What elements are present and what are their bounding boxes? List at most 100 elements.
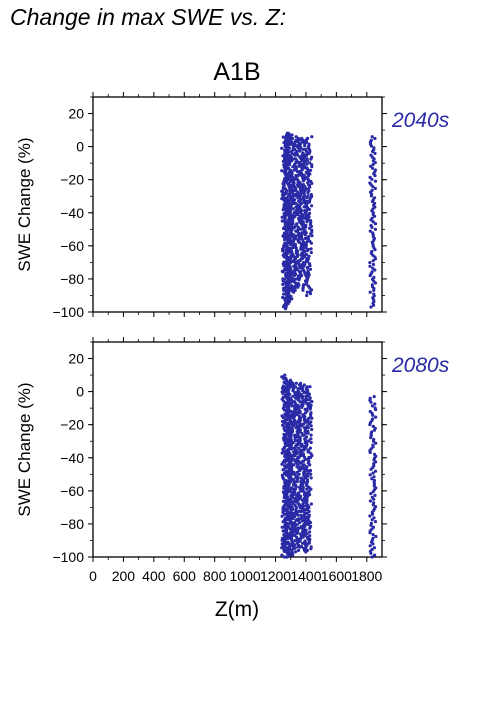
data-point — [294, 396, 298, 400]
data-point — [305, 442, 309, 446]
x-tick-label: 800 — [203, 568, 227, 584]
data-point — [288, 452, 292, 456]
data-point — [307, 416, 311, 420]
data-point — [305, 236, 310, 240]
data-point — [290, 284, 294, 288]
data-point — [296, 548, 301, 553]
data-point — [295, 255, 299, 259]
data-point — [309, 219, 313, 223]
data-point — [299, 227, 303, 231]
data-point — [373, 168, 377, 172]
data-point — [295, 138, 300, 142]
data-point — [297, 446, 301, 450]
data-point — [289, 275, 293, 279]
data-point — [373, 268, 377, 272]
data-point — [373, 136, 377, 141]
data-point — [288, 265, 292, 269]
data-point — [373, 520, 378, 524]
y-tick-label: −40 — [60, 205, 84, 221]
data-point — [286, 153, 290, 158]
data-point — [283, 215, 287, 219]
data-point — [280, 146, 284, 150]
data-point — [372, 275, 376, 279]
data-point — [298, 160, 302, 164]
data-point — [370, 547, 374, 552]
data-point — [304, 435, 309, 439]
data-point — [372, 146, 376, 150]
data-point — [304, 252, 308, 256]
data-point — [297, 543, 301, 547]
data-point — [299, 270, 303, 274]
data-point — [287, 215, 291, 219]
data-point — [298, 537, 302, 541]
data-point — [280, 193, 285, 197]
data-point — [299, 517, 303, 521]
data-point — [368, 261, 372, 265]
data-point — [286, 448, 290, 452]
data-point — [281, 490, 285, 494]
period-label: 2080s — [391, 354, 450, 377]
data-point — [296, 192, 301, 196]
data-point — [296, 517, 300, 521]
data-point — [307, 513, 311, 517]
data-point — [292, 515, 297, 519]
y-tick-label: −20 — [60, 172, 84, 188]
data-point — [309, 437, 313, 441]
data-point — [298, 207, 302, 211]
data-point — [282, 260, 286, 264]
data-point — [305, 495, 310, 499]
data-point — [292, 454, 296, 458]
data-point — [306, 448, 310, 452]
data-point — [294, 506, 299, 510]
data-point — [307, 262, 312, 266]
data-point — [291, 552, 295, 556]
x-axis-title: Z(m) — [215, 598, 259, 621]
data-point — [298, 149, 302, 153]
data-point — [305, 166, 309, 170]
data-point — [286, 495, 290, 499]
data-point — [295, 538, 299, 542]
data-point — [306, 284, 310, 288]
data-point — [304, 474, 309, 478]
data-point — [293, 520, 297, 525]
data-point — [308, 521, 313, 525]
data-point — [301, 155, 305, 159]
data-point — [302, 383, 306, 387]
data-point — [293, 435, 297, 439]
data-point — [298, 218, 303, 222]
data-point — [287, 474, 291, 478]
data-point — [300, 541, 305, 545]
station-column — [368, 395, 378, 559]
data-point — [292, 235, 297, 239]
data-point — [296, 463, 300, 467]
y-tick-label: −80 — [60, 271, 84, 287]
data-point — [301, 478, 305, 482]
data-point — [304, 528, 308, 532]
page-header-title: Change in max SWE vs. Z: — [10, 4, 287, 30]
data-point — [285, 514, 289, 518]
data-point — [309, 168, 313, 172]
data-point — [371, 266, 375, 270]
data-point — [289, 494, 293, 498]
data-point — [289, 383, 293, 387]
data-point — [310, 400, 314, 404]
data-point — [368, 473, 372, 477]
data-point — [304, 243, 308, 247]
data-point — [287, 413, 291, 417]
data-point — [295, 177, 299, 181]
data-point — [290, 136, 295, 141]
data-point — [291, 441, 295, 445]
data-point — [293, 480, 297, 484]
data-point — [295, 500, 299, 504]
data-point — [371, 259, 375, 263]
data-point — [368, 229, 372, 233]
data-point — [281, 375, 285, 379]
data-point — [296, 281, 300, 286]
data-point — [370, 477, 374, 481]
data-point — [293, 385, 298, 389]
data-point — [370, 270, 374, 274]
data-point — [373, 452, 377, 456]
data-point — [284, 229, 289, 233]
data-point — [297, 521, 302, 525]
data-point — [286, 440, 290, 445]
